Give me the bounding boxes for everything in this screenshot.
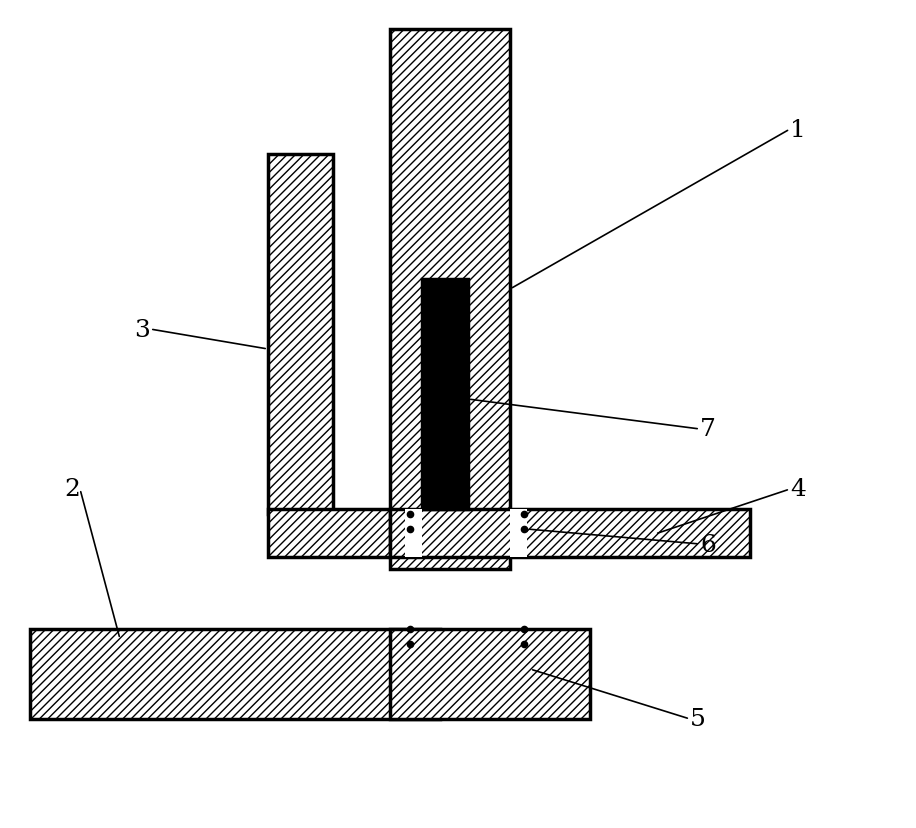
Text: 6: 6 <box>700 533 716 556</box>
Text: 1: 1 <box>790 118 806 142</box>
Bar <box>268 509 390 557</box>
Text: 2: 2 <box>64 478 80 501</box>
Bar <box>390 509 750 557</box>
Bar <box>422 280 468 509</box>
Bar <box>30 629 440 720</box>
Text: 4: 4 <box>790 478 806 501</box>
Bar <box>268 155 333 514</box>
Bar <box>510 509 527 557</box>
Text: 3: 3 <box>134 318 150 341</box>
Bar <box>390 629 590 720</box>
Bar <box>405 509 422 557</box>
Text: 5: 5 <box>690 708 706 730</box>
Bar <box>390 30 510 570</box>
Text: 7: 7 <box>700 418 716 441</box>
